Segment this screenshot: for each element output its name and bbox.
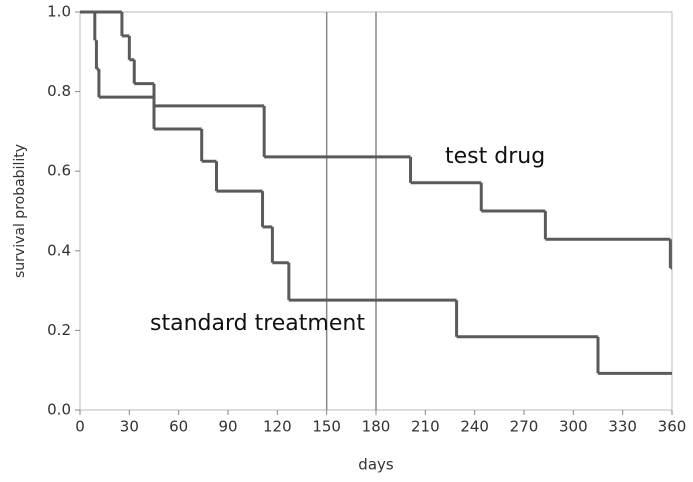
x-tick-label: 240 xyxy=(460,418,489,436)
x-tick-label: 0 xyxy=(75,418,85,436)
y-tick-label: 0.6 xyxy=(47,162,71,180)
x-tick-label: 180 xyxy=(362,418,391,436)
series-label: standard treatment xyxy=(150,311,365,336)
x-tick-label: 30 xyxy=(120,418,139,436)
y-tick-label: 0.4 xyxy=(47,241,71,259)
x-axis-label: days xyxy=(358,456,394,474)
series-label: test drug xyxy=(445,144,545,169)
x-tick-label: 150 xyxy=(312,418,341,436)
x-tick-label: 90 xyxy=(218,418,237,436)
y-tick-label: 0.8 xyxy=(47,82,71,100)
y-tick-label: 0.0 xyxy=(47,401,71,419)
x-tick-label: 60 xyxy=(169,418,188,436)
y-tick-label: 1.0 xyxy=(47,3,71,21)
x-tick-label: 120 xyxy=(263,418,292,436)
y-tick-label: 0.2 xyxy=(47,321,71,339)
x-tick-label: 210 xyxy=(411,418,440,436)
x-tick-label: 360 xyxy=(658,418,687,436)
x-tick-label: 300 xyxy=(559,418,588,436)
y-axis-label: survival probability xyxy=(12,144,28,278)
x-tick-label: 270 xyxy=(510,418,539,436)
x-tick-label: 330 xyxy=(608,418,637,436)
